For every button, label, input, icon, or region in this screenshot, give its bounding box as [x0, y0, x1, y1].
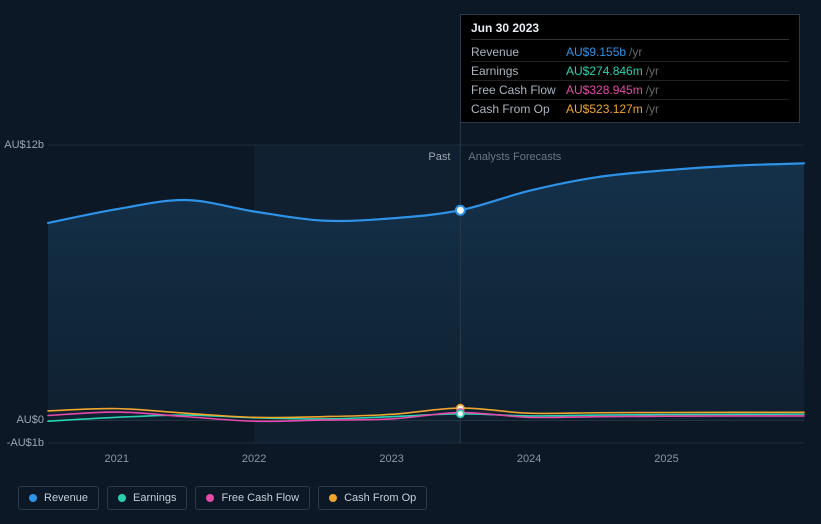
x-tick-label: 2021 — [104, 453, 128, 465]
legend-dot-icon — [118, 494, 126, 502]
legend-dot-icon — [206, 494, 214, 502]
tooltip-metric-label: Free Cash Flow — [471, 83, 566, 97]
x-tick-label: 2025 — [654, 453, 678, 465]
tooltip-unit: /yr — [646, 64, 659, 78]
x-tick-label: 2022 — [242, 453, 266, 465]
tooltip-row: Cash From OpAU$523.127m/yr — [471, 100, 789, 118]
past-label: Past — [428, 151, 450, 163]
tooltip-row: Free Cash FlowAU$328.945m/yr — [471, 81, 789, 100]
legend-dot-icon — [329, 494, 337, 502]
legend-item-free-cash-flow[interactable]: Free Cash Flow — [195, 486, 310, 510]
legend-item-earnings[interactable]: Earnings — [107, 486, 187, 510]
legend-label: Free Cash Flow — [221, 492, 299, 504]
tooltip-metric-value: AU$523.127m — [566, 102, 643, 116]
legend-label: Revenue — [44, 492, 88, 504]
chart-legend: Revenue Earnings Free Cash Flow Cash From O… — [18, 486, 427, 510]
legend-dot-icon — [29, 494, 37, 502]
tooltip-unit: /yr — [646, 102, 659, 116]
tooltip-metric-value: AU$328.945m — [566, 83, 643, 97]
tooltip-unit: /yr — [629, 45, 642, 59]
tooltip-metric-value: AU$9.155b — [566, 45, 626, 59]
x-tick-label: 2023 — [379, 453, 403, 465]
tooltip-metric-label: Cash From Op — [471, 102, 566, 116]
x-tick-label: 2024 — [517, 453, 541, 465]
tooltip-date: Jun 30 2023 — [471, 21, 789, 40]
tooltip-metric-label: Revenue — [471, 45, 566, 59]
legend-item-revenue[interactable]: Revenue — [18, 486, 99, 510]
tooltip-metric-value: AU$274.846m — [566, 64, 643, 78]
forecast-label: Analysts Forecasts — [468, 151, 561, 163]
tooltip-metric-label: Earnings — [471, 64, 566, 78]
legend-label: Earnings — [133, 492, 176, 504]
legend-item-cash-from-op[interactable]: Cash From Op — [318, 486, 427, 510]
tooltip-row: EarningsAU$274.846m/yr — [471, 62, 789, 81]
tooltip-unit: /yr — [646, 83, 659, 97]
legend-label: Cash From Op — [344, 492, 416, 504]
tooltip-row: RevenueAU$9.155b/yr — [471, 43, 789, 62]
data-tooltip: Jun 30 2023 RevenueAU$9.155b/yrEarningsA… — [460, 14, 800, 123]
